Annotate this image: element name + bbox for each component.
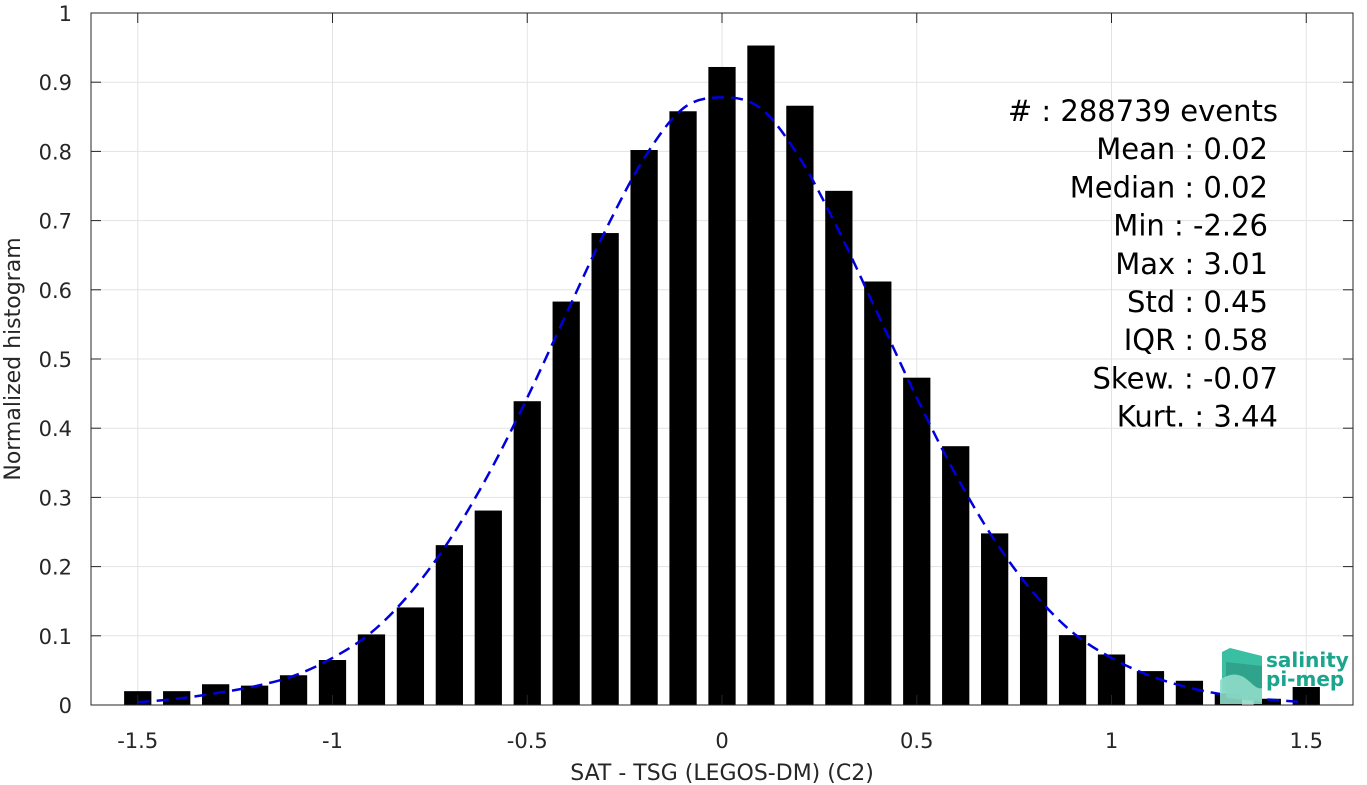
stats-line: # : 288739 events <box>1008 94 1278 128</box>
x-tick-labels: -1.5 -1 -0.5 0 0.5 1 1.5 <box>117 729 1323 753</box>
x-tick-label: -0.5 <box>507 729 548 753</box>
y-tick-label: 0.4 <box>39 417 72 441</box>
y-tick-label: 0.5 <box>39 348 72 372</box>
histogram-bar <box>474 510 502 705</box>
logo-wave-icon <box>1220 648 1262 704</box>
histogram-bar <box>942 446 970 705</box>
stats-line: Min : -2.26 <box>1113 209 1268 243</box>
histogram-bar <box>202 684 230 705</box>
stats-line: Max : 3.01 <box>1115 247 1268 281</box>
histogram-bar <box>786 105 814 705</box>
stats-line: IQR : 0.58 <box>1124 323 1268 357</box>
y-tick-label: 0.9 <box>39 71 72 95</box>
stats-line: Mean : 0.02 <box>1096 132 1268 166</box>
x-tick-label: -1 <box>322 729 343 753</box>
histogram-bar <box>708 66 736 705</box>
fit-curve <box>137 96 1307 704</box>
x-tick-label: 1 <box>1105 729 1118 753</box>
histogram-bar <box>630 150 658 706</box>
histogram-bar <box>552 301 580 705</box>
histogram-bar <box>981 533 1009 705</box>
stats-line: Skew. : -0.07 <box>1092 361 1278 395</box>
y-tick-label: 0.3 <box>39 486 72 510</box>
histogram-bar <box>279 675 308 705</box>
logo-line2: pi-mep <box>1266 667 1344 691</box>
x-tick-label: 0 <box>715 729 728 753</box>
histogram-bar <box>591 233 619 705</box>
histogram-bar <box>669 111 697 706</box>
x-tick-label: 0.5 <box>900 729 933 753</box>
histogram-bar <box>1019 576 1048 705</box>
stats-panel: # : 288739 events Mean : 0.02 Median : 0.0… <box>1008 94 1278 434</box>
x-tick-label: 1.5 <box>1290 729 1323 753</box>
histogram-bar <box>747 45 775 706</box>
y-tick-labels: 0 0.1 0.2 0.3 0.4 0.5 0.6 0.7 0.8 0.9 1 <box>39 2 72 718</box>
y-tick-label: 0.7 <box>39 210 72 234</box>
logo-line1: salinity <box>1266 648 1349 672</box>
y-tick-label: 0 <box>59 694 72 718</box>
histogram-bar <box>357 634 386 705</box>
histogram-bar <box>396 607 425 705</box>
y-tick-label: 1 <box>59 2 72 26</box>
histogram-bar <box>864 281 892 705</box>
salinity-pi-mep-logo: salinity pi-mep <box>1220 648 1349 704</box>
histogram-bar <box>825 190 853 705</box>
x-tick-label: -1.5 <box>117 729 158 753</box>
stats-line: Std : 0.45 <box>1127 285 1268 319</box>
y-tick-label: 0.6 <box>39 279 72 303</box>
histogram-bar <box>1058 635 1087 705</box>
histogram-bar <box>240 685 269 705</box>
histogram-bar <box>435 545 463 705</box>
stats-line: Median : 0.02 <box>1070 170 1268 204</box>
tick-marks <box>91 12 1353 706</box>
y-tick-label: 0.2 <box>39 556 72 580</box>
histogram-bar <box>1136 671 1165 705</box>
histogram-bar <box>1253 698 1281 705</box>
y-axis-label: Normalized histogram <box>1 237 26 480</box>
x-axis-label: SAT - TSG (LEGOS-DM) (C2) <box>570 761 874 785</box>
histogram-bar <box>513 401 541 705</box>
histogram-bar <box>903 377 931 705</box>
stats-line: Kurt. : 3.44 <box>1117 400 1278 434</box>
y-tick-label: 0.8 <box>39 140 72 164</box>
y-tick-label: 0.1 <box>39 625 72 649</box>
